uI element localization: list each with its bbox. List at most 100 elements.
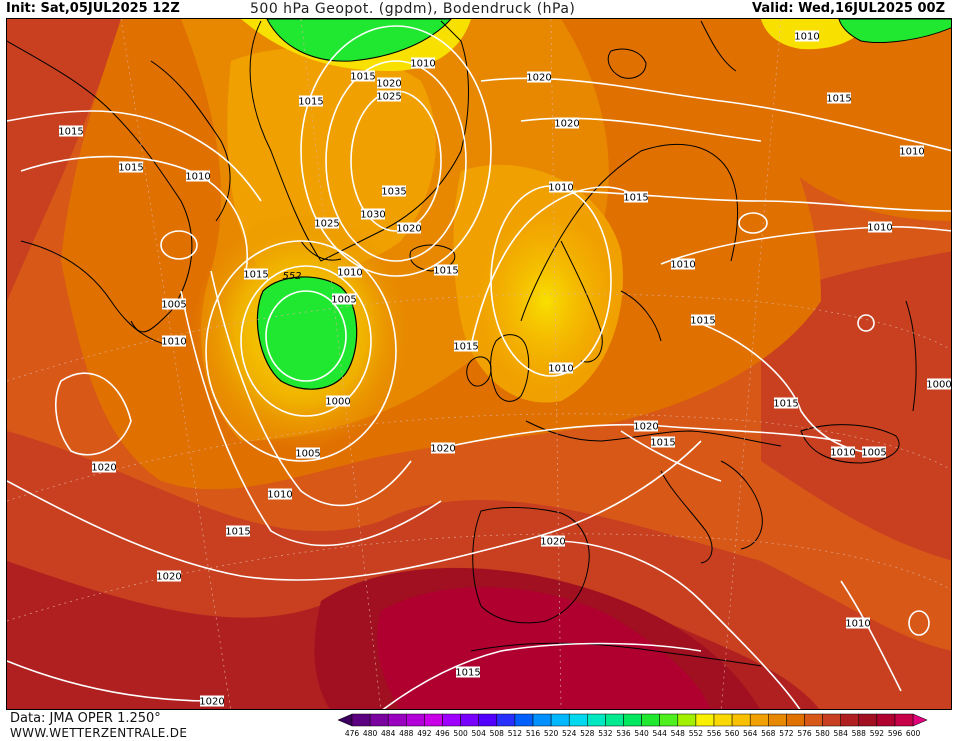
geopotential-fill: [7, 19, 951, 709]
svg-text:1025: 1025: [314, 219, 339, 230]
svg-text:1035: 1035: [381, 187, 406, 198]
scale-swatch: [442, 713, 461, 727]
svg-text:1020: 1020: [526, 73, 551, 84]
scale-swatch: [804, 713, 823, 727]
scale-tick-label: 524: [562, 729, 577, 738]
svg-text:1015: 1015: [225, 527, 250, 538]
svg-text:1010: 1010: [899, 147, 924, 158]
isobar-label-1020: 1020: [633, 420, 659, 433]
lat-lon-grid: [7, 19, 951, 709]
svg-text:1030: 1030: [360, 210, 385, 221]
scale-swatch: [677, 713, 697, 727]
svg-text:1015: 1015: [243, 270, 268, 281]
scale-swatch: [351, 713, 371, 727]
svg-text:1010: 1010: [337, 268, 362, 279]
scale-swatch: [568, 713, 588, 727]
svg-text:1000: 1000: [926, 380, 951, 391]
scale-swatch: [695, 713, 715, 727]
isobar-label-1010: 1010: [830, 446, 856, 459]
chart-title: 500 hPa Geopot. (gpdm), Bodendruck (hPa): [250, 1, 576, 17]
scale-tick-label: 596: [888, 729, 903, 738]
init-time-label: Init: Sat,05JUL2025 12Z: [6, 1, 180, 16]
scale-swatch: [822, 713, 841, 727]
isobar-label-1020: 1020: [396, 222, 422, 235]
isobar-label-1010: 1010: [161, 335, 187, 348]
svg-text:1015: 1015: [455, 668, 480, 679]
svg-text:1005: 1005: [861, 448, 886, 459]
scale-tick-label: 556: [707, 729, 722, 738]
scale-swatch: [478, 713, 498, 727]
scale-swatch: [369, 713, 389, 727]
isobar-label-1010: 1010: [794, 30, 820, 43]
svg-text:1010: 1010: [794, 32, 819, 43]
svg-text:1005: 1005: [295, 449, 320, 460]
svg-text:1015: 1015: [690, 316, 715, 327]
scale-swatch: [768, 713, 787, 727]
isobar-label-1010: 1010: [845, 617, 871, 630]
isobar-label-1015: 1015: [650, 436, 676, 449]
header-bar: Init: Sat,05JUL2025 12Z 500 hPa Geopot. …: [0, 0, 959, 18]
isobar-label-1015: 1015: [623, 191, 649, 204]
scale-swatch: [623, 713, 642, 727]
isobar-label-1005: 1005: [331, 293, 357, 306]
scale-swatch: [532, 713, 552, 727]
scale-swatch: [641, 713, 660, 727]
scale-tick-label: 600: [906, 729, 921, 738]
scale-swatch: [550, 713, 570, 727]
scale-tick-label: 520: [544, 729, 559, 738]
isobar-label-1015: 1015: [243, 268, 269, 281]
svg-text:1015: 1015: [433, 266, 458, 277]
scale-swatch: [659, 713, 679, 727]
svg-text:1020: 1020: [376, 79, 401, 90]
svg-text:1020: 1020: [396, 224, 421, 235]
svg-text:1000: 1000: [325, 397, 350, 408]
svg-text:1020: 1020: [554, 119, 579, 130]
isobar-label-1020: 1020: [156, 570, 182, 583]
isobar-label-1015: 1015: [118, 161, 144, 174]
scale-tick-label: 544: [653, 729, 668, 738]
isobar-label-1015: 1015: [58, 125, 84, 138]
isobar-label-1015: 1015: [690, 314, 716, 327]
isobar-label-1010: 1010: [337, 266, 363, 279]
scale-swatch: [749, 713, 769, 727]
scale-tick-label: 480: [363, 729, 378, 738]
svg-text:1005: 1005: [331, 295, 356, 306]
isobar-label-1020: 1020: [91, 461, 117, 474]
isobar-label-1020: 1020: [554, 117, 580, 130]
scale-tick-label: 540: [634, 729, 649, 738]
svg-text:1015: 1015: [623, 193, 648, 204]
scale-tick-label: 488: [399, 729, 414, 738]
scale-tick-label: 592: [870, 729, 885, 738]
scale-tick-label: 576: [797, 729, 812, 738]
scale-swatch: [460, 713, 479, 727]
scale-swatch: [731, 713, 751, 727]
geopotential-label-552: 552: [282, 271, 301, 282]
isobar-label-1005: 1005: [861, 446, 887, 459]
isobar-label-1015: 1015: [298, 95, 324, 108]
isobar-label-1000: 1000: [325, 395, 351, 408]
scale-tick-label: 588: [852, 729, 867, 738]
isobar-label-1005: 1005: [161, 298, 187, 311]
scale-swatch: [858, 713, 878, 727]
svg-text:1010: 1010: [845, 619, 870, 630]
scale-tick-label: 552: [689, 729, 704, 738]
isobar-label-1010: 1010: [267, 488, 293, 501]
isobar-label-1000: 1000: [926, 378, 951, 391]
isobar-label-1035: 1035: [381, 185, 407, 198]
svg-text:1010: 1010: [830, 448, 855, 459]
isobar-label-1020: 1020: [199, 695, 225, 708]
scale-tick-label: 492: [417, 729, 432, 738]
scale-arrow-left: [338, 713, 353, 727]
data-source-label: Data: JMA OPER 1.250°: [10, 711, 161, 726]
isobar-label-1010: 1010: [548, 362, 574, 375]
isobar-label-1025: 1025: [314, 217, 340, 230]
scale-swatch: [786, 713, 805, 727]
scale-tick-label: 584: [834, 729, 849, 738]
isobar-label-1025: 1025: [376, 90, 402, 103]
svg-text:1010: 1010: [548, 364, 573, 375]
scale-swatch: [496, 713, 516, 727]
isobar-label-1015: 1015: [455, 666, 481, 679]
svg-text:1010: 1010: [670, 260, 695, 271]
color-scale-legend: 476 480 484 488 492 496 500 504 508 512 516 520 524 5…: [338, 713, 928, 738]
